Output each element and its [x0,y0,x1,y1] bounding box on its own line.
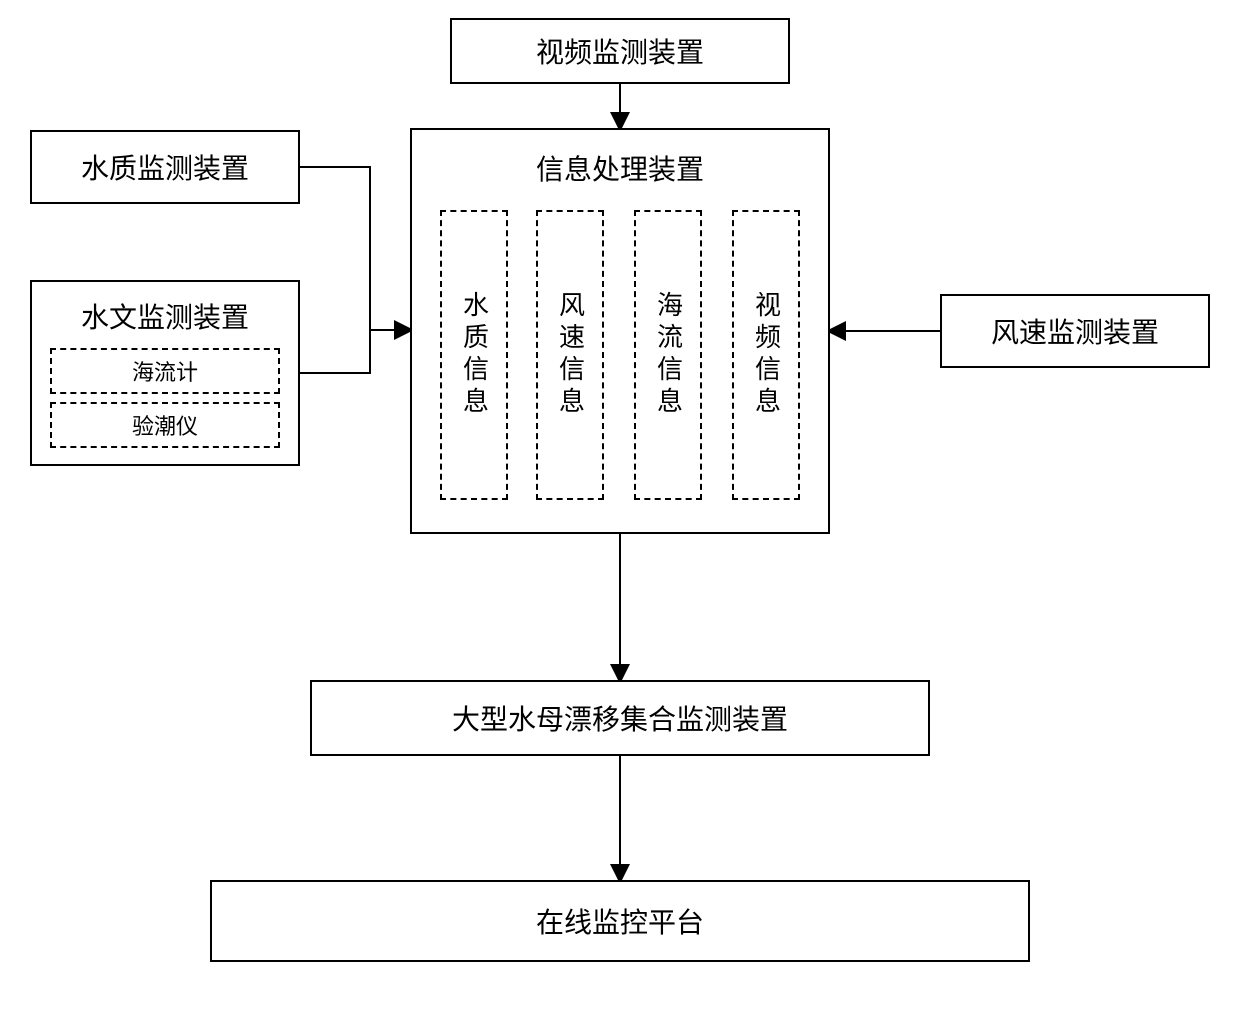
node-jellyfish-device: 大型水母漂移集合监测装置 [310,680,930,756]
node-col-wind-speed: 风速信息 [536,210,604,500]
node-label: 视频监测装置 [536,31,704,71]
node-label: 海流信息 [650,291,687,419]
node-online-platform: 在线监控平台 [210,880,1030,962]
node-wind-monitor: 风速监测装置 [940,294,1210,368]
node-label: 信息处理装置 [536,148,704,188]
node-label: 大型水母漂移集合监测装置 [452,698,788,738]
node-video-monitor: 视频监测装置 [450,18,790,84]
node-col-current: 海流信息 [634,210,702,500]
node-label: 风速信息 [552,291,589,419]
node-col-video: 视频信息 [732,210,800,500]
node-label: 风速监测装置 [991,311,1159,351]
node-label: 水质监测装置 [81,147,249,187]
node-tide-gauge: 验潮仪 [50,402,280,448]
node-col-water-quality: 水质信息 [440,210,508,500]
node-label: 海流计 [132,355,198,387]
node-label: 水文监测装置 [81,296,249,336]
node-label: 视频信息 [748,291,785,419]
node-label: 验潮仪 [132,409,198,441]
node-current-meter: 海流计 [50,348,280,394]
node-label: 在线监控平台 [536,901,704,941]
node-label: 水质信息 [456,291,493,419]
node-water-quality-monitor: 水质监测装置 [30,130,300,204]
